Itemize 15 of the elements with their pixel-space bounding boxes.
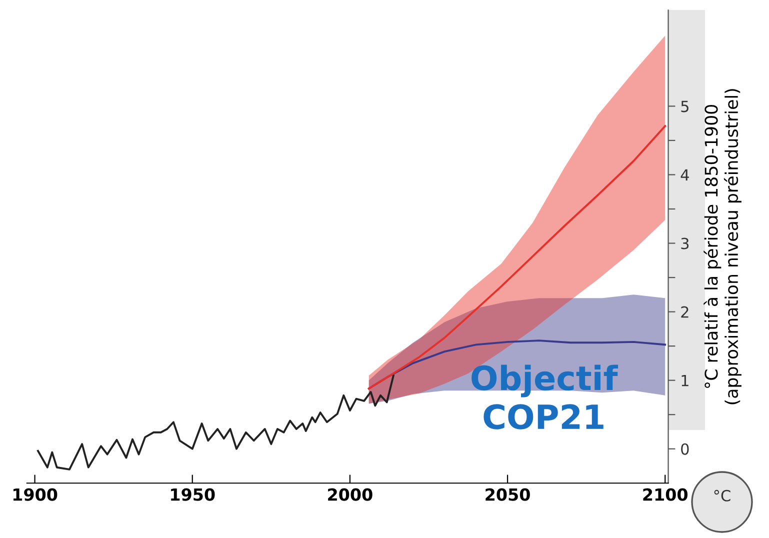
y-tick-label: 2 <box>681 306 688 318</box>
x-tick-label: 1950 <box>171 488 215 501</box>
y-tick-label: 5 <box>681 100 688 112</box>
y-axis-title: °C relatif à la période 1850-1900 (approximation niveau préindustriel) <box>704 89 742 404</box>
x-tick-label: 2050 <box>486 488 530 501</box>
y-tick-label: 1 <box>682 374 688 386</box>
y-tick-label: 0 <box>681 443 689 455</box>
annotation: Objectif COP21 <box>472 364 618 430</box>
text: °C <box>714 490 730 502</box>
x-tick-label: 2000 <box>328 488 372 501</box>
y-tick-label: 4 <box>680 169 689 181</box>
y-tick-label: 3 <box>681 238 689 250</box>
x-tick-label: 1900 <box>13 488 58 501</box>
line-series <box>36 374 394 470</box>
x-tick-label: 2100 <box>643 488 688 501</box>
